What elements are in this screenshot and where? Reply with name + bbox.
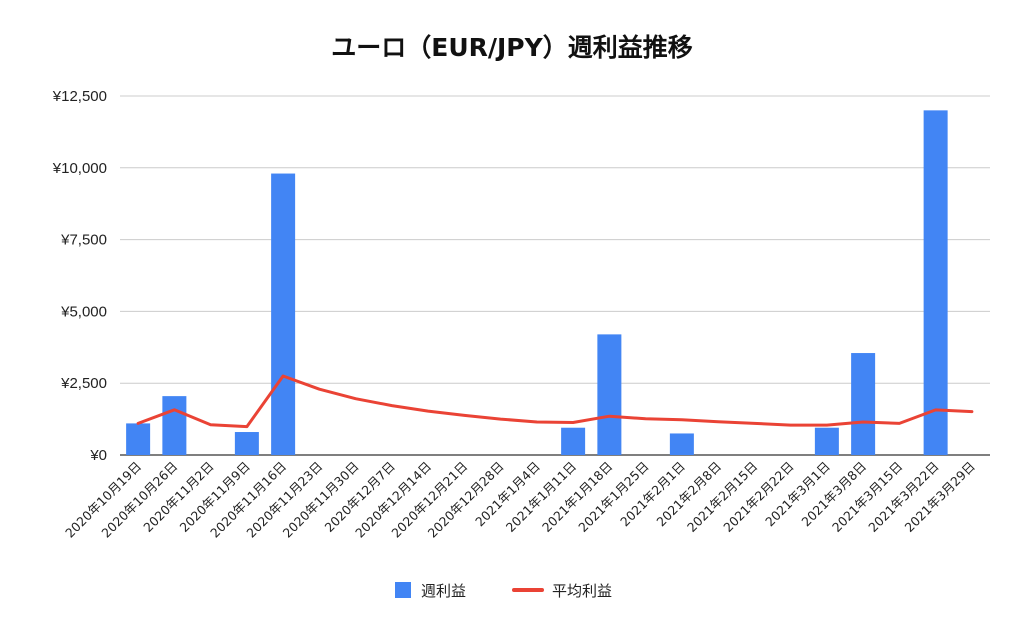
y-tick-label: ¥5,000 [60, 303, 107, 320]
line-series [136, 374, 974, 429]
bar [923, 110, 948, 456]
legend-swatch-weekly-profit [395, 582, 411, 598]
bar [271, 173, 296, 455]
y-tick-label: ¥12,500 [52, 88, 107, 105]
bar [597, 334, 622, 455]
bar [234, 432, 259, 455]
y-tick-label: ¥7,500 [60, 232, 107, 249]
legend: 週利益 平均利益 [395, 582, 612, 600]
bar [851, 353, 876, 455]
gridlines [120, 95, 990, 456]
bar-series [126, 110, 948, 456]
y-tick-label: ¥0 [89, 447, 107, 464]
y-tick-label: ¥2,500 [60, 375, 107, 392]
average-profit-line [136, 374, 974, 429]
bar [162, 396, 187, 455]
legend-label-weekly-profit: 週利益 [421, 582, 466, 600]
bar [669, 433, 694, 455]
bar [561, 427, 586, 455]
x-axis-ticks: 2020年10月19日2020年10月26日2020年11月2日2020年11月… [62, 459, 978, 541]
bar [814, 427, 839, 455]
chart-title: ユーロ（EUR/JPY）週利益推移 [331, 33, 693, 62]
legend-label-average-profit: 平均利益 [552, 582, 612, 600]
bar [126, 423, 151, 455]
y-axis-ticks: ¥0 ¥2,500 ¥5,000 ¥7,500 ¥10,000 ¥12,500 [52, 88, 107, 464]
y-tick-label: ¥10,000 [52, 160, 107, 177]
